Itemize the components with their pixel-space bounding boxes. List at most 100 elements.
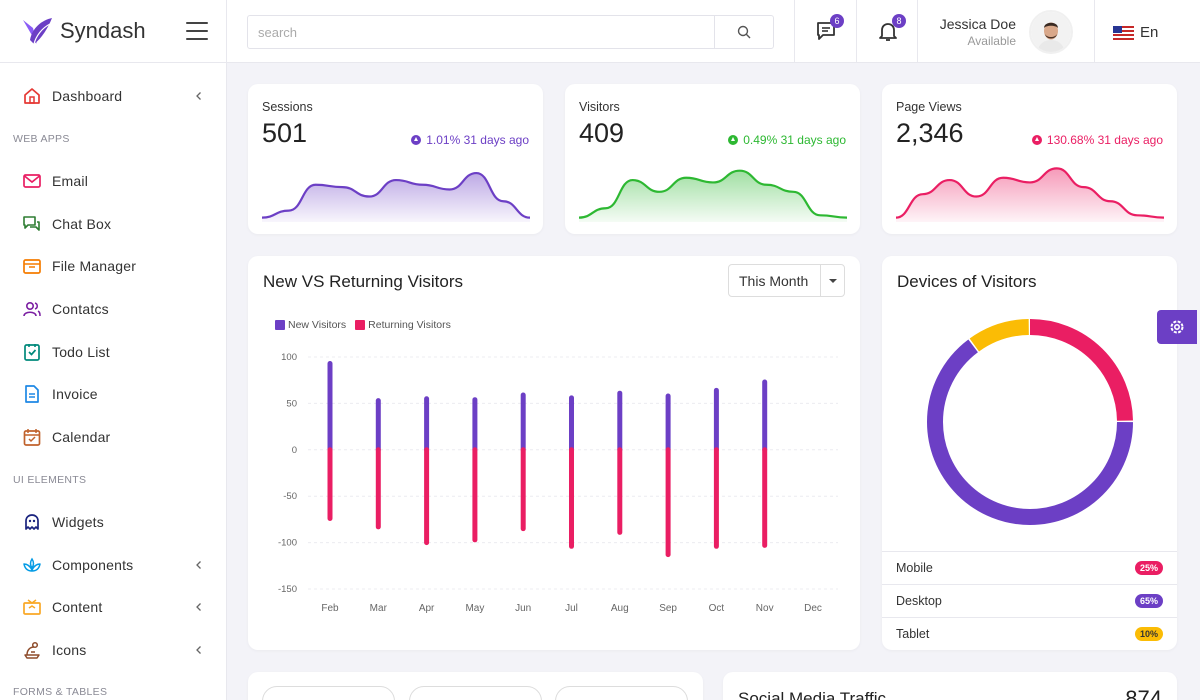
messages-button[interactable]: 6 (814, 14, 844, 43)
card-title: Social Media Traffic (738, 689, 887, 700)
chevron-left-icon (196, 92, 201, 101)
sidebar-item-label: Dashboard (52, 88, 123, 105)
x-tick-label: Feb (321, 603, 339, 614)
divider (917, 0, 918, 63)
stat-card-page-views: Page Views 2,346 130.68% 31 days ago (882, 84, 1177, 234)
tab-pill[interactable] (262, 686, 395, 700)
card-title: New VS Returning Visitors (263, 272, 463, 291)
sparkline-area (896, 168, 1164, 222)
widgets-icon (22, 512, 42, 532)
sidebar-item-dashboard[interactable]: Dashboard (0, 75, 226, 118)
email-icon (22, 171, 42, 191)
x-tick-label: Sep (659, 603, 677, 614)
legend-new-visitors[interactable]: New Visitors (275, 319, 346, 331)
chevron-left-icon (196, 603, 201, 612)
search-button[interactable] (714, 16, 773, 48)
y-tick-label: 50 (286, 398, 297, 409)
x-tick-label: Nov (756, 603, 774, 614)
contacts-icon (22, 299, 42, 319)
period-label: This Month (739, 272, 809, 289)
tab-pill[interactable] (555, 686, 688, 700)
sidebar-item-content[interactable]: Content (0, 586, 226, 629)
device-name: Mobile (896, 561, 933, 575)
language-selector[interactable]: En (1113, 24, 1158, 41)
user-name[interactable]: Jessica Doe (939, 16, 1016, 32)
device-name: Tablet (896, 627, 930, 641)
stat-card-visitors: Visitors 409 0.49% 31 days ago (565, 84, 860, 234)
brand-logo-icon (23, 18, 52, 45)
content-icon (22, 597, 42, 617)
chevron-left-icon (196, 645, 201, 654)
device-badge: 25% (1134, 561, 1163, 575)
search-input[interactable] (248, 16, 714, 48)
sidebar-item-icons[interactable]: Icons (0, 629, 226, 672)
chevron-down-icon (820, 265, 844, 296)
sidebar-item-chat-box[interactable]: Chat Box (0, 202, 226, 245)
sidebar-item-label: Email (52, 173, 89, 190)
sidebar-item-label: Calendar (52, 429, 111, 446)
todo-icon (22, 342, 42, 362)
us-flag-icon (1113, 25, 1134, 40)
divider (856, 0, 857, 63)
stat-value: 2,346 (896, 118, 964, 148)
visitors-chart-card: New VS Returning Visitors This Month New… (248, 256, 860, 650)
x-tick-label: Apr (419, 603, 435, 614)
legend-swatch (355, 320, 366, 330)
y-tick-label: 100 (281, 352, 297, 363)
sidebar-section-heading: WEB APPS (13, 132, 70, 145)
settings-button[interactable] (1157, 310, 1197, 344)
legend-swatch (275, 320, 285, 330)
sidebar-item-label: Widgets (52, 513, 104, 530)
divider (794, 0, 795, 63)
sparkline-area (579, 170, 847, 222)
sidebar-item-contatcs[interactable]: Contatcs (0, 288, 226, 331)
sidebar-item-components[interactable]: Components (0, 543, 226, 586)
sidebar-item-email[interactable]: Email (0, 160, 226, 203)
device-badge: 65% (1134, 594, 1163, 608)
x-tick-label: Jun (515, 603, 531, 614)
sidebar-item-invoice[interactable]: Invoice (0, 373, 226, 416)
tab-pill[interactable] (409, 686, 542, 700)
menu-toggle-icon[interactable] (186, 22, 208, 40)
sidebar-section-heading: FORMS & TABLES (13, 686, 108, 699)
device-row-tablet: Tablet 10% (882, 617, 1177, 650)
brand[interactable]: Syndash (0, 0, 226, 63)
sidebar-item-todo-list[interactable]: Todo List (0, 330, 226, 373)
avatar[interactable] (1029, 10, 1073, 54)
device-row-desktop: Desktop 65% (882, 584, 1177, 617)
sidebar-item-label: File Manager (52, 258, 137, 275)
device-list: Mobile 25% Desktop 65% Tablet 10% (882, 551, 1177, 650)
device-row-mobile: Mobile 25% (882, 551, 1177, 584)
sidebar-item-label: Invoice (52, 386, 98, 403)
language-label: En (1140, 24, 1159, 41)
stat-label: Sessions (262, 100, 313, 114)
y-tick-label: -50 (283, 491, 297, 502)
sparkline-line (262, 171, 530, 219)
x-tick-label: Mar (370, 603, 388, 614)
y-tick-label: 0 (292, 445, 297, 456)
visitors-sparkline (579, 169, 847, 222)
page-views-sparkline (896, 167, 1164, 222)
stat-label: Page Views (896, 100, 962, 114)
social-traffic-value: 874 (1125, 686, 1162, 700)
y-tick-label: -100 (278, 538, 297, 549)
stat-card-sessions: Sessions 501 1.01% 31 days ago (248, 84, 543, 234)
legend-returning-visitors[interactable]: Returning Visitors (355, 319, 451, 331)
arrow-up-icon (728, 135, 739, 145)
y-tick-label: -150 (278, 584, 297, 595)
sidebar-section-heading: UI ELEMENTS (13, 473, 87, 486)
notifications-button[interactable]: 8 (876, 14, 906, 43)
notifications-badge: 8 (892, 14, 906, 28)
sidebar-item-file-manager[interactable]: File Manager (0, 245, 226, 288)
gear-icon (1170, 320, 1184, 334)
home-icon (22, 86, 42, 106)
arrow-up-icon (411, 135, 422, 145)
sessions-sparkline (262, 171, 530, 222)
period-dropdown[interactable]: This Month (728, 264, 845, 297)
devices-donut-chart (927, 319, 1133, 525)
sidebar-item-widgets[interactable]: Widgets (0, 501, 226, 544)
sidebar-item-calendar[interactable]: Calendar (0, 416, 226, 459)
icons-icon (22, 640, 42, 660)
social-traffic-card: Social Media Traffic 874 (723, 672, 1177, 700)
stat-change: 130.68% 31 days ago (1031, 133, 1163, 147)
